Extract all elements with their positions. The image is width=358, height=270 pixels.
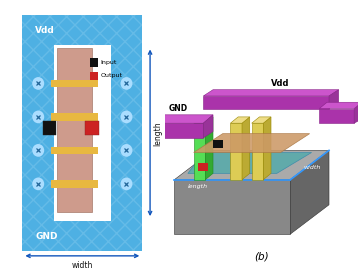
Bar	[111, 45, 142, 221]
Bar	[198, 163, 208, 171]
Polygon shape	[329, 90, 339, 109]
Bar	[51, 80, 98, 87]
Text: length: length	[188, 184, 208, 189]
Polygon shape	[188, 153, 311, 173]
Text: Output: Output	[101, 73, 122, 78]
Polygon shape	[263, 117, 271, 180]
Bar	[43, 121, 56, 135]
Bar	[23, 221, 142, 251]
Bar	[23, 15, 142, 45]
Polygon shape	[203, 90, 339, 96]
Circle shape	[32, 77, 44, 90]
Polygon shape	[155, 115, 213, 123]
Polygon shape	[252, 123, 263, 180]
Circle shape	[120, 177, 132, 190]
Polygon shape	[174, 180, 290, 234]
Text: GND: GND	[35, 232, 58, 241]
Circle shape	[32, 177, 44, 190]
Polygon shape	[205, 117, 213, 180]
Bar	[90, 58, 98, 67]
Text: (b): (b)	[254, 251, 268, 261]
Polygon shape	[194, 134, 310, 153]
Bar	[51, 180, 98, 188]
Text: Vdd: Vdd	[271, 79, 290, 87]
Bar	[213, 140, 223, 148]
Polygon shape	[231, 117, 250, 123]
Bar	[51, 113, 98, 121]
Bar	[111, 45, 142, 221]
Bar	[86, 121, 99, 135]
Circle shape	[120, 110, 132, 123]
Polygon shape	[252, 117, 271, 123]
Bar	[23, 45, 54, 221]
Polygon shape	[203, 115, 213, 138]
Text: Input: Input	[101, 60, 117, 65]
Polygon shape	[242, 117, 250, 180]
Text: Vdd: Vdd	[35, 26, 55, 35]
Polygon shape	[290, 150, 329, 234]
Polygon shape	[354, 102, 358, 123]
Polygon shape	[155, 123, 203, 138]
Text: length: length	[153, 121, 162, 146]
Text: width: width	[304, 165, 321, 170]
Circle shape	[32, 144, 44, 157]
Polygon shape	[319, 102, 358, 109]
Polygon shape	[194, 117, 213, 123]
Polygon shape	[194, 123, 205, 180]
Bar	[23, 221, 142, 251]
Bar	[23, 45, 54, 221]
Polygon shape	[231, 123, 242, 180]
Polygon shape	[174, 150, 329, 180]
Bar	[90, 72, 98, 80]
Text: width: width	[72, 261, 93, 269]
Bar	[23, 15, 142, 45]
Circle shape	[32, 110, 44, 123]
Text: GND: GND	[169, 104, 188, 113]
Bar	[51, 147, 98, 154]
Circle shape	[120, 144, 132, 157]
Bar	[57, 48, 92, 212]
Polygon shape	[319, 109, 354, 123]
Polygon shape	[203, 96, 329, 109]
Circle shape	[120, 77, 132, 90]
